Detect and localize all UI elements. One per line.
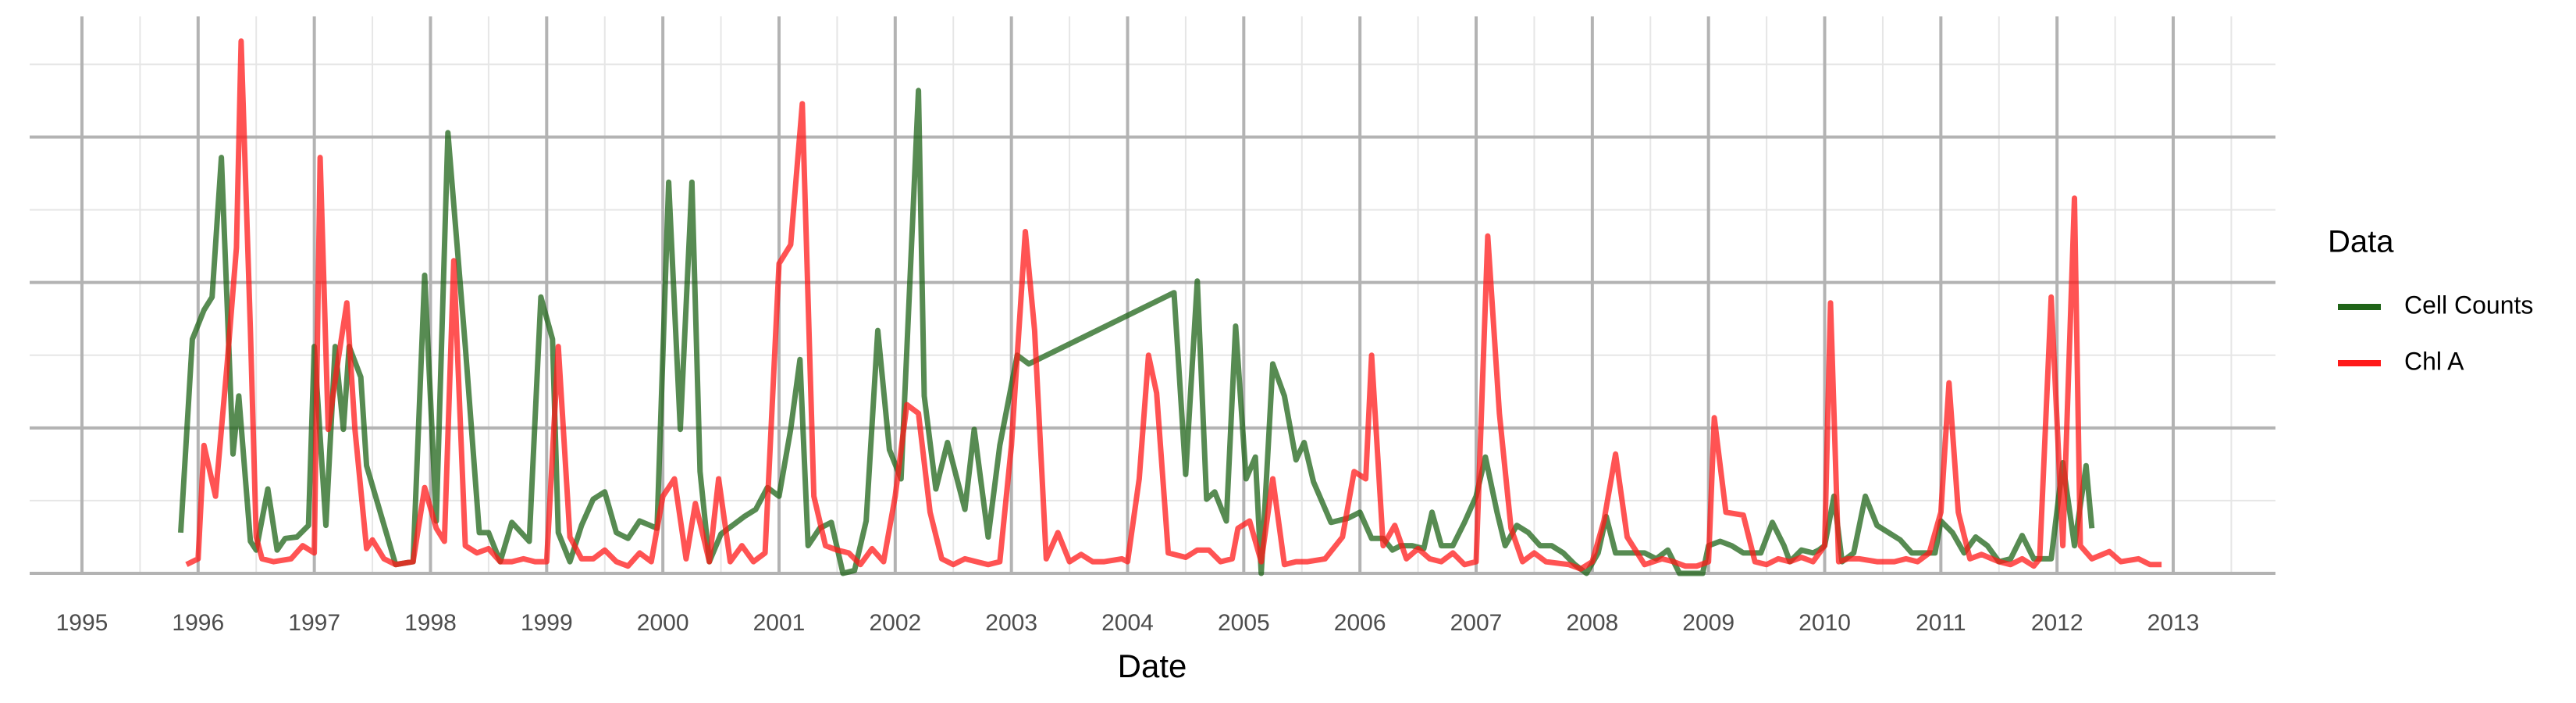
x-tick-label: 2004 (1101, 610, 1154, 636)
series-line (178, 87, 2095, 576)
legend-label: Chl A (2404, 347, 2464, 375)
x-tick-label: 2005 (1218, 610, 1270, 636)
x-tick-label: 2006 (1334, 610, 1386, 636)
x-tick-label: 1998 (404, 610, 457, 636)
x-tick-label: 1999 (521, 610, 573, 636)
x-tick-label: 2011 (1916, 610, 1966, 636)
x-tick-label: 2012 (2031, 610, 2083, 636)
x-tick-label: 2009 (1682, 610, 1735, 636)
legend-label: Cell Counts (2404, 291, 2533, 319)
x-tick-label: 2013 (2147, 610, 2200, 636)
x-axis-title: Date (1118, 648, 1187, 684)
series-line (185, 38, 2162, 572)
x-tick-label: 2000 (637, 610, 689, 636)
x-tick-label: 2010 (1799, 610, 1851, 636)
x-tick-label: 2003 (985, 610, 1037, 636)
x-tick-label: 1997 (288, 610, 340, 636)
x-tick-label: 1996 (172, 610, 224, 636)
x-tick-label: 2008 (1566, 610, 1618, 636)
x-tick-label: 2007 (1450, 610, 1503, 636)
x-tick-label: 1995 (56, 610, 109, 636)
legend-title: Data (2328, 225, 2394, 259)
x-tick-label: 2001 (753, 610, 806, 636)
x-tick-label: 2002 (869, 610, 921, 636)
